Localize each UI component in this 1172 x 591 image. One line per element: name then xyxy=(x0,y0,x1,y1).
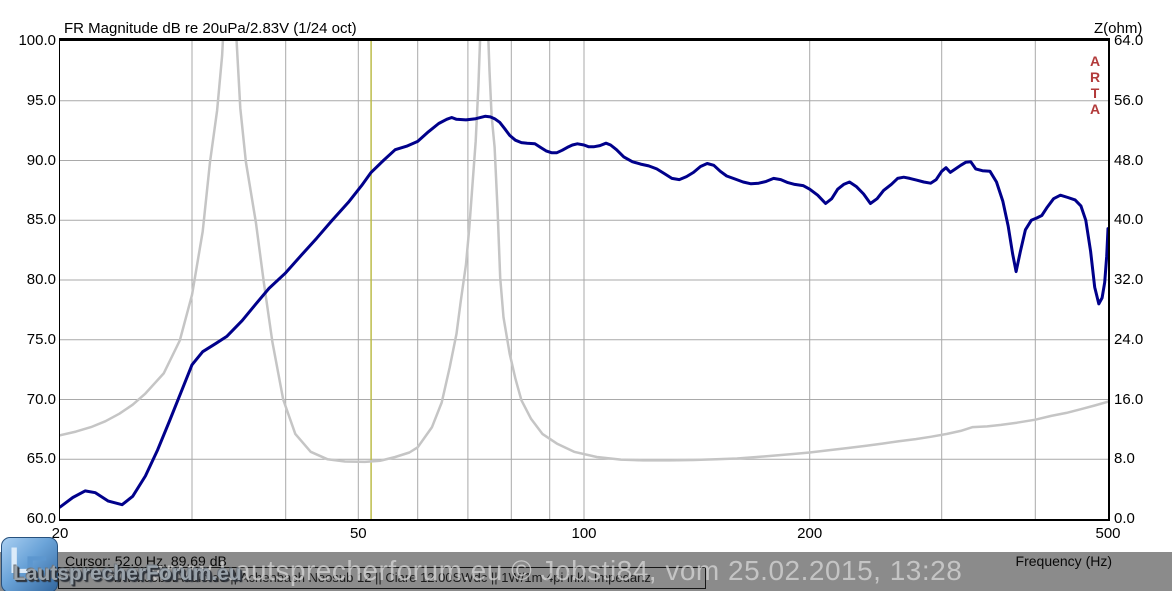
y-tick-label: 48.0 xyxy=(1114,151,1144,169)
y-tick-label: 80.0 xyxy=(26,271,56,288)
x-tick-label: 500 xyxy=(1095,525,1121,542)
right-axis-title: Z(ohm) xyxy=(1094,20,1143,37)
arta-letter: T xyxy=(1090,85,1100,101)
x-tick-label: 50 xyxy=(349,525,367,542)
y-tick-label: 24.0 xyxy=(1114,330,1144,348)
logo-letter-l: L xyxy=(9,540,32,581)
chart-title: FR Magnitude dB re 20uPa/2.83V (1/24 oct… xyxy=(64,20,357,37)
y-tick-label: 8.0 xyxy=(1114,450,1135,468)
y-tick-label: 65.0 xyxy=(26,450,56,468)
frequency-axis-label: Frequency (Hz) xyxy=(1015,553,1112,569)
y-tick-label: 75.0 xyxy=(26,330,56,348)
y-tick-label: 32.0 xyxy=(1114,271,1144,288)
y-tick-label: 60.0 xyxy=(26,510,56,527)
y-tick-label: 95.0 xyxy=(26,91,56,109)
plot-area[interactable]: A R T A xyxy=(59,38,1110,521)
lautsprecherforum-logo: L F xyxy=(1,537,58,591)
arta-letter: A xyxy=(1089,101,1101,117)
arta-letter: A xyxy=(1089,53,1101,69)
y-tick-label: 0.0 xyxy=(1114,510,1135,527)
x-tick-label: 200 xyxy=(797,525,823,542)
logo-wordmark: LautsprecherForum.eu xyxy=(13,562,242,585)
series-fr-magnitude xyxy=(60,114,1108,509)
y-tick-label: 40.0 xyxy=(1114,211,1144,229)
y-tick-label: 70.0 xyxy=(26,390,56,408)
x-tick-label: 20 xyxy=(51,525,69,542)
y-tick-label: 90.0 xyxy=(26,151,56,169)
measurement-info-box: www.JobstAudio.de || Achenbach Neosub 12… xyxy=(58,567,706,589)
arta-logo: A R T A xyxy=(1087,53,1103,117)
y-tick-label: 16.0 xyxy=(1114,390,1144,408)
arta-letter: R xyxy=(1089,69,1101,85)
logo-letter-f: F xyxy=(25,549,48,590)
y-tick-label: 56.0 xyxy=(1114,91,1144,109)
y-tick-label: 100.0 xyxy=(18,32,56,49)
cursor-readout: Cursor: 52.0 Hz, 89.69 dB xyxy=(65,553,227,569)
x-tick-label: 100 xyxy=(571,525,597,542)
y-tick-label: 85.0 xyxy=(26,211,56,229)
y-tick-label: 64.0 xyxy=(1114,32,1144,49)
chart-canvas[interactable] xyxy=(60,41,1108,519)
series-impedance xyxy=(60,41,1108,464)
